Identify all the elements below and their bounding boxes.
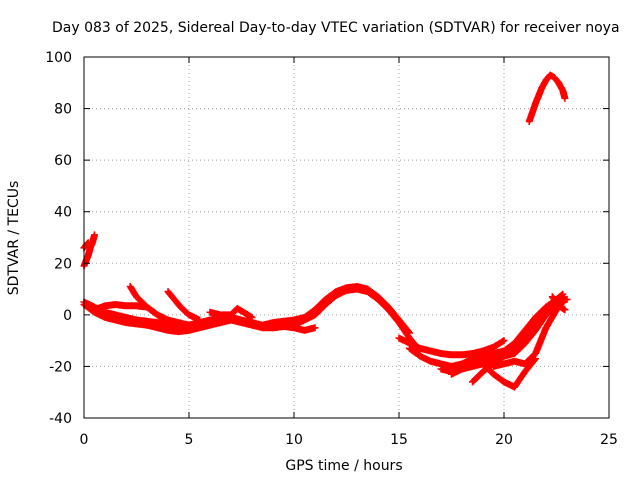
series-track-f (206, 304, 256, 321)
marker-path (525, 71, 569, 125)
marker-path (395, 334, 508, 359)
y-tick-label: 100 (45, 50, 72, 66)
y-tick-label: 60 (54, 153, 72, 169)
x-axis-label: GPS time / hours (285, 458, 402, 474)
series-track-k (469, 298, 560, 386)
x-tick-label: 0 (80, 432, 89, 448)
y-tick-label: 40 (54, 205, 72, 221)
marker-path (206, 304, 256, 321)
marker-path (490, 295, 569, 370)
series-track-e (164, 288, 203, 324)
x-tick-label: 15 (390, 432, 408, 448)
tick-marks (83, 56, 610, 419)
chart-title: Day 083 of 2025, Sidereal Day-to-day VTE… (52, 20, 620, 36)
y-tick-label: 0 (63, 308, 72, 324)
y-tick-label: 80 (54, 102, 72, 118)
series-track-d (126, 283, 193, 329)
y-tick-label: -40 (49, 411, 72, 427)
tick-labels: 0 5 10 15 20 25 -40 -20 0 20 40 60 80 100 (45, 50, 618, 448)
x-tick-label: 25 (600, 432, 618, 448)
x-tick-label: 10 (285, 432, 303, 448)
y-tick-label: 20 (54, 256, 72, 272)
x-tick-label: 20 (495, 432, 513, 448)
marker-path (548, 293, 569, 314)
series-track-l (479, 355, 539, 391)
plot-frame (83, 56, 610, 419)
y-tick-label: -20 (49, 359, 72, 375)
series-track-q (525, 71, 569, 125)
data-points (80, 71, 571, 391)
marker-path (469, 298, 560, 386)
marker-path (126, 283, 193, 329)
x-tick-label: 5 (185, 432, 194, 448)
series-track-g (395, 334, 508, 359)
series-track-m (490, 295, 569, 370)
marker-path (164, 288, 203, 324)
series-track-n (548, 293, 569, 314)
y-axis-label: SDTVAR / TECUs (6, 181, 22, 296)
marker-path (479, 355, 539, 391)
